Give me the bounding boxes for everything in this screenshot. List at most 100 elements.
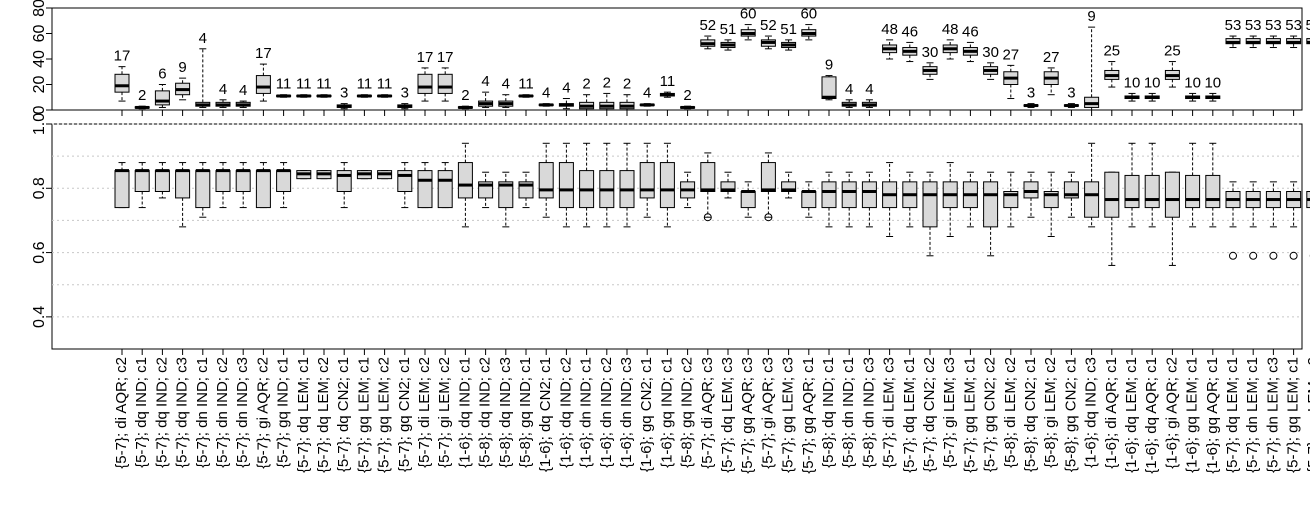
- x-category-label: {1-6}; dq CN2; c1: [537, 357, 554, 472]
- bottom-box: [1084, 181, 1100, 218]
- top-count-label: 30: [982, 44, 999, 61]
- bottom-box: [740, 191, 756, 209]
- top-count-label: 9: [825, 57, 833, 74]
- top-count-label: 52: [760, 17, 777, 34]
- top-count-label: 2: [582, 76, 590, 93]
- bottom-panel: 0.4 0.6 0.8 1.0: [31, 113, 1310, 355]
- x-category-label: {5-8}; di LEM; c2: [1002, 357, 1019, 468]
- top-count-label: 3: [401, 85, 409, 102]
- top-count-label: 10: [1184, 74, 1201, 91]
- top-count-label: 3: [340, 85, 348, 102]
- bottom-outlier: [703, 213, 712, 222]
- bottom-ytick-label: 0.4: [31, 306, 48, 328]
- bottom-box: [760, 162, 776, 192]
- top-count-label: 17: [437, 49, 454, 66]
- x-category-label: {5-7}; di LEM; c2: [416, 357, 433, 468]
- top-count-label: 11: [518, 76, 534, 93]
- top-count-label: 10: [1124, 74, 1141, 91]
- top-count-label: 46: [962, 23, 979, 40]
- bottom-outlier: [1249, 251, 1258, 260]
- top-count-label: 53: [1285, 17, 1302, 34]
- x-category-label: {5-7}; dn LEM; c1: [1244, 357, 1261, 473]
- bottom-box: [235, 170, 251, 193]
- top-count-label: 46: [901, 23, 918, 40]
- bottom-box: [417, 170, 433, 209]
- top-count-label: 11: [316, 76, 332, 93]
- top-count-label: 51: [720, 21, 737, 38]
- bottom-ytick-label: 0.6: [31, 241, 48, 263]
- top-box: [417, 73, 433, 94]
- top-ytick-label: 80: [31, 0, 48, 17]
- x-category-label: {5-7}; gi AQR; c2: [254, 357, 271, 469]
- bottom-box: [175, 170, 191, 199]
- x-category-label: {5-8}; dq IND; c2: [477, 357, 494, 468]
- x-category-label: {1-6}; gq AQR; c1: [1204, 357, 1221, 474]
- bottom-box: [1205, 174, 1221, 209]
- top-count-label: 27: [1043, 49, 1060, 66]
- x-category-label: {1-6}; dq IND; c3: [1083, 357, 1100, 468]
- top-count-label: 11: [276, 76, 292, 93]
- top-count-label: 2: [603, 74, 611, 91]
- top-count-label: 60: [800, 6, 817, 23]
- top-count-label: 52: [699, 17, 716, 34]
- x-category-label: {5-8}; gq IND; c1: [517, 357, 534, 468]
- top-count-label: 2: [461, 87, 469, 104]
- x-category-label: {5-7}; gn LEM; c2: [1305, 357, 1310, 473]
- top-count-label: 4: [199, 30, 207, 47]
- top-count-label: 53: [1225, 17, 1242, 34]
- bottom-box: [720, 181, 736, 193]
- top-count-label: 11: [357, 76, 373, 93]
- bottom-box: [558, 162, 574, 209]
- top-count-label: 2: [138, 87, 146, 104]
- top-count-label: 4: [643, 85, 651, 102]
- top-box: [821, 76, 837, 100]
- top-count-label: 9: [1087, 8, 1095, 25]
- x-category-label: {1-6}; dq IND; c2: [557, 357, 574, 468]
- x-category-label: {5-8}; dq IND; c3: [497, 357, 514, 468]
- bottom-box: [781, 181, 797, 193]
- x-category-label: {5-7}; gq CN2; c1: [396, 357, 413, 472]
- x-category-label: {5-7}; dq LEM; c2: [315, 357, 332, 473]
- bottom-box: [255, 170, 271, 209]
- x-category-label: {5-8}; dq IND; c1: [820, 357, 837, 468]
- x-category-label: {5-7}; dq LEM; c1: [295, 357, 312, 473]
- bottom-box: [195, 170, 211, 209]
- top-count-label: 53: [1245, 17, 1262, 34]
- x-category-label: {1-6}; gq CN2; c1: [638, 357, 655, 472]
- top-count-label: 25: [1103, 43, 1120, 60]
- x-category-label: {5-7}; di AQR; c3: [699, 357, 716, 469]
- bottom-box: [114, 170, 130, 209]
- top-count-label: 27: [1002, 46, 1019, 63]
- top-box: [114, 73, 130, 93]
- top-box: [437, 73, 453, 94]
- bottom-ytick-label: 0.8: [31, 177, 48, 199]
- top-count-label: 2: [623, 76, 631, 93]
- bottom-outlier: [1289, 251, 1298, 260]
- x-category-label: {5-7}; dq LEM; c1: [1224, 357, 1241, 473]
- x-category-label: {5-8}; dn IND; c3: [860, 357, 877, 468]
- x-category-label: {1-6}; gi AQR; c2: [1163, 357, 1180, 469]
- top-ytick-label: 20: [31, 76, 48, 94]
- top-box: [255, 75, 271, 94]
- bottom-box: [700, 162, 716, 192]
- x-category-label: {5-7}; gi LEM; c2: [436, 357, 453, 468]
- bottom-frame: [51, 123, 1303, 350]
- top-count-label: 11: [377, 76, 393, 93]
- top-count-label: 53: [1305, 17, 1310, 34]
- bottom-box: [336, 170, 352, 193]
- top-count-label: 17: [114, 48, 131, 65]
- x-category-label: {5-8}; dq CN2; c1: [1022, 357, 1039, 472]
- bottom-box: [538, 162, 554, 199]
- x-category-label: {5-7}; gi LEM; c3: [941, 357, 958, 468]
- x-category-label: {1-6}; dq AQR; c1: [1143, 357, 1160, 474]
- x-category-label: {5-7}; dn IND; c3: [234, 357, 251, 468]
- x-category-label: {5-8}; gq IND; c2: [679, 357, 696, 468]
- x-category-label: {1-6}; dq LEM; c1: [1123, 357, 1140, 473]
- x-category-label: {5-7}; gq AQR; c1: [800, 357, 817, 474]
- bottom-box: [498, 181, 514, 209]
- x-category-label: {5-7}; gi AQR; c3: [759, 357, 776, 469]
- bottom-box: [861, 181, 877, 209]
- bottom-outlier: [764, 213, 773, 222]
- bottom-box: [397, 170, 413, 193]
